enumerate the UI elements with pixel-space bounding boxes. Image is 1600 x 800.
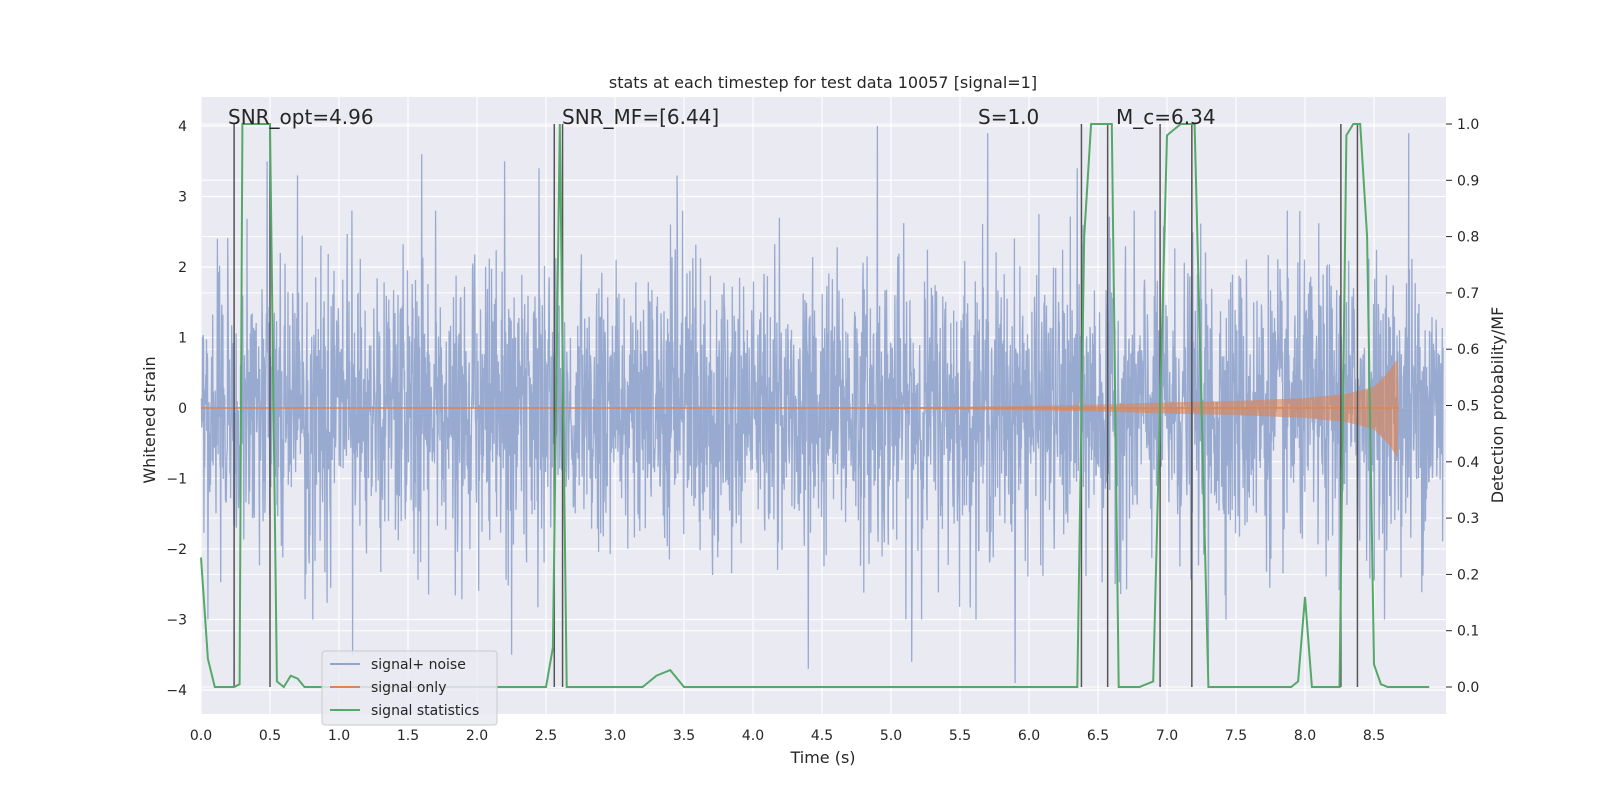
y2-tick-label: 0.5: [1457, 399, 1479, 415]
annotation-snr-opt: SNR_opt=4.96: [228, 105, 374, 129]
x-tick-label: 4.5: [811, 728, 833, 744]
x-tick-label: 3.5: [673, 728, 695, 744]
legend-label-noise: signal+ noise: [371, 657, 466, 673]
annotation-mc: M_c=6.34: [1116, 105, 1216, 129]
x-tick-label: 1.5: [397, 728, 419, 744]
legend-label-signal: signal only: [371, 680, 446, 696]
y2-tick-label: 0.4: [1457, 455, 1479, 471]
y2-tick-label: 1.0: [1457, 117, 1479, 133]
annotation-s: S=1.0: [978, 105, 1039, 129]
y2-tick-label: 0.8: [1457, 230, 1479, 246]
y-tick-label: −2: [166, 542, 187, 558]
y-tick-label: 0: [178, 401, 187, 417]
annotation-snr-mf: SNR_MF=[6.44]: [562, 105, 719, 129]
y2-axis-label: Detection probability/MF: [1488, 307, 1507, 504]
y2-tick-label: 0.1: [1457, 624, 1479, 640]
x-axis-ticks: 0.0 0.5 1.0 1.5 2.0 2.5 3.0 3.5 4.0 4.5 5.0 5.5 6.0 6…: [190, 728, 1385, 744]
x-tick-label: 6.5: [1087, 728, 1109, 744]
x-tick-label: 2.5: [535, 728, 557, 744]
noise-line: [200, 125, 1444, 684]
signal-statistics-series: [200, 123, 1430, 689]
y2-tick-label: 0.2: [1457, 567, 1479, 583]
x-tick-label: 5.5: [949, 728, 971, 744]
y2-tick-label: 0.3: [1457, 511, 1479, 527]
y2-tick-label: 0.0: [1457, 680, 1479, 696]
y-tick-label: 1: [178, 331, 187, 347]
y-tick-label: 3: [178, 190, 187, 206]
x-tick-label: 8.0: [1294, 728, 1316, 744]
y-axis-label: Whitened strain: [140, 356, 159, 483]
legend-box: [321, 650, 498, 726]
x-axis-label: Time (s): [789, 748, 855, 767]
y-tick-label: 2: [178, 260, 187, 276]
x-tick-label: 7.0: [1156, 728, 1178, 744]
y-tick-label: −4: [166, 683, 187, 699]
y-axis-ticks: −4 −3 −2 −1 0 1 2 3 4: [166, 119, 187, 699]
stats-line: [200, 123, 1430, 689]
x-tick-label: 6.0: [1018, 728, 1040, 744]
y2-tick-label: 0.7: [1457, 286, 1479, 302]
y2-tick-label: 0.9: [1457, 173, 1479, 189]
x-tick-label: 8.5: [1363, 728, 1385, 744]
legend: signal+ noise signal only signal statist…: [321, 650, 498, 726]
x-tick-label: 0.0: [190, 728, 212, 744]
x-tick-label: 1.0: [328, 728, 350, 744]
signal-only-series: [201, 358, 1399, 458]
legend-label-stats: signal statistics: [371, 703, 479, 719]
x-tick-label: 7.5: [1225, 728, 1247, 744]
x-tick-label: 4.0: [742, 728, 764, 744]
y-tick-label: 4: [178, 119, 187, 135]
y-tick-label: −1: [166, 472, 187, 488]
signal-noise-series: [200, 125, 1444, 684]
y2-tick-label: 0.6: [1457, 342, 1479, 358]
y2-axis-ticks: 0.0 0.1 0.2 0.3 0.4 0.5 0.6 0.7 0.8 0.9 1.0: [1446, 117, 1479, 696]
x-tick-label: 0.5: [259, 728, 281, 744]
y-tick-label: −3: [166, 613, 187, 629]
x-tick-label: 5.0: [880, 728, 902, 744]
x-tick-label: 2.0: [466, 728, 488, 744]
chart-title: stats at each timestep for test data 100…: [609, 73, 1037, 92]
x-tick-label: 3.0: [604, 728, 626, 744]
